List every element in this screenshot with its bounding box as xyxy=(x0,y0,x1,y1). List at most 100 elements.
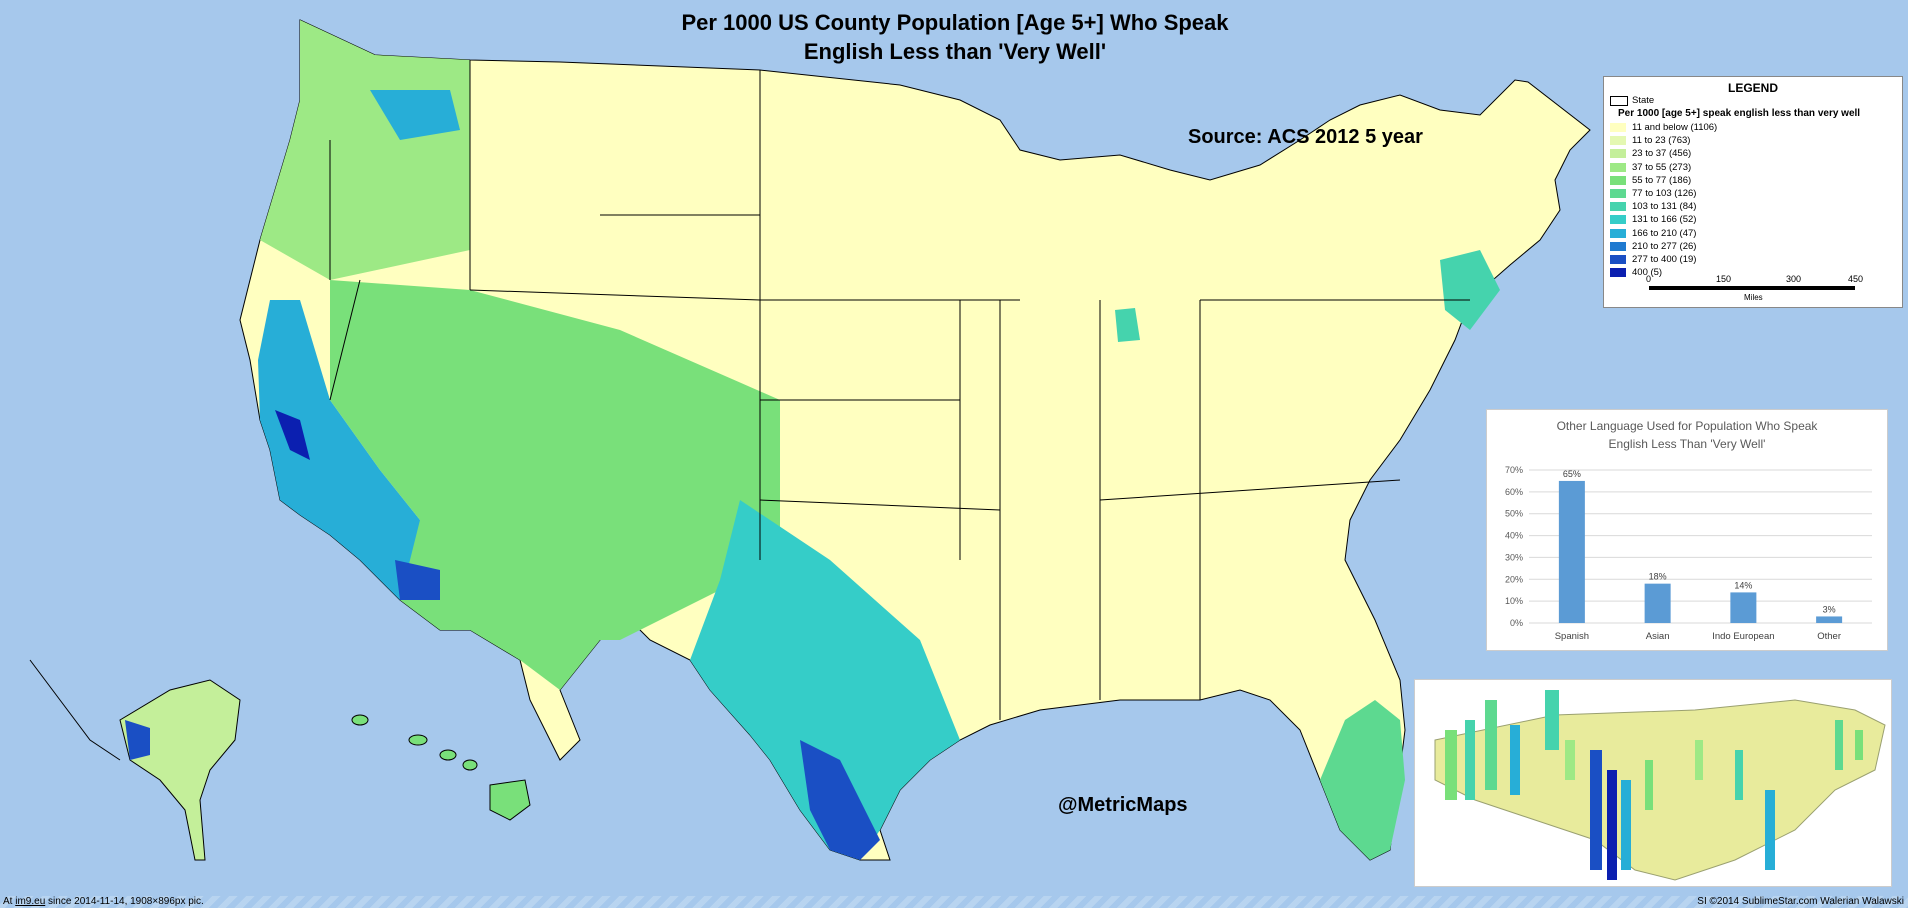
legend-item: 166 to 210 (47) xyxy=(1610,227,1717,240)
legend-swatch xyxy=(1610,136,1626,146)
legend-item: 277 to 400 (19) xyxy=(1610,253,1717,266)
legend-item-label: 23 to 37 (456) xyxy=(1632,148,1692,160)
hawaii-islands xyxy=(351,714,531,821)
footer-copyright: SI ©2014 SublimeStar.com Walerian Walaws… xyxy=(1697,896,1904,907)
y-tick-label: 60% xyxy=(1505,487,1523,497)
source-label: Source: ACS 2012 5 year xyxy=(1188,126,1423,148)
y-tick-label: 0% xyxy=(1510,618,1523,628)
region-northeast-corridor xyxy=(1440,250,1500,330)
map-legend: LEGEND State Per 1000 [age 5+] speak eng… xyxy=(1603,76,1903,308)
bar xyxy=(1558,480,1585,623)
language-bar-chart: Other Language Used for Population Who S… xyxy=(1486,409,1888,651)
legend-item: 11 to 23 (763) xyxy=(1610,134,1717,147)
y-tick-label: 10% xyxy=(1505,596,1523,606)
legend-subtitle: Per 1000 [age 5+] speak english less tha… xyxy=(1618,108,1861,119)
footer-credit: At im9.eu since 2014-11-14, 1908×896px p… xyxy=(3,896,204,907)
legend-state-entry: State xyxy=(1610,95,1654,106)
footer-link[interactable]: im9.eu xyxy=(15,896,46,907)
bar xyxy=(1644,583,1671,623)
bar-chart-svg: Other Language Used for Population Who S… xyxy=(1505,419,1872,642)
legend-item: 400 (5) xyxy=(1610,266,1717,279)
author-handle: @MetricMaps xyxy=(1058,794,1188,816)
legend-swatch xyxy=(1610,123,1626,133)
legend-scale-bar: 0 150 300 450 Miles xyxy=(1646,274,1863,302)
aleutian-islands xyxy=(29,659,121,761)
bar-value-label: 18% xyxy=(1649,572,1667,582)
legend-swatch xyxy=(1610,254,1626,264)
bar-value-label: 14% xyxy=(1734,580,1752,590)
legend-swatch xyxy=(1610,268,1626,278)
bar xyxy=(1816,616,1843,623)
scale-tick-label: 300 xyxy=(1786,274,1801,284)
y-tick-label: 70% xyxy=(1505,465,1523,475)
legend-item: 210 to 277 (26) xyxy=(1610,240,1717,253)
region-chicago xyxy=(1115,308,1140,342)
region-texas-south xyxy=(690,500,960,860)
alaska-southwest xyxy=(125,720,150,760)
x-category-label: Spanish xyxy=(1555,631,1589,642)
legend-state-label: State xyxy=(1632,95,1655,106)
legend-item-label: 55 to 77 (186) xyxy=(1632,174,1692,186)
region-imperial-dark xyxy=(395,560,440,600)
scale-tick-label: 450 xyxy=(1848,274,1863,284)
chart-title-line2: English Less Than 'Very Well' xyxy=(1609,437,1766,451)
scale-tick-label: 150 xyxy=(1716,274,1731,284)
chart-title-line1: Other Language Used for Population Who S… xyxy=(1557,419,1819,433)
y-tick-label: 30% xyxy=(1505,552,1523,562)
region-california-coast xyxy=(258,300,440,600)
legend-swatch xyxy=(1610,228,1626,238)
legend-swatch xyxy=(1610,215,1626,225)
legend-item-label: 166 to 210 (47) xyxy=(1632,227,1697,239)
legend-item-label: 103 to 131 (84) xyxy=(1632,201,1697,213)
region-northwest xyxy=(260,20,470,280)
legend-swatch xyxy=(1610,189,1626,199)
legend-swatch xyxy=(1610,241,1626,251)
region-la-dark xyxy=(275,410,310,460)
scale-unit-label: Miles xyxy=(1744,293,1763,302)
bar-value-label: 3% xyxy=(1823,604,1836,614)
legend-swatch xyxy=(1610,202,1626,212)
3d-map-columns xyxy=(1445,690,1863,880)
legend-item: 77 to 103 (126) xyxy=(1610,187,1717,200)
x-category-label: Asian xyxy=(1646,631,1670,642)
legend-item-label: 131 to 166 (52) xyxy=(1632,214,1697,226)
y-tick-label: 50% xyxy=(1505,509,1523,519)
legend-item-label: 277 to 400 (19) xyxy=(1632,253,1697,265)
legend-item-label: 77 to 103 (126) xyxy=(1632,188,1697,200)
legend-item-label: 400 (5) xyxy=(1632,267,1663,279)
bar xyxy=(1730,592,1757,623)
legend-item: 23 to 37 (456) xyxy=(1610,147,1717,160)
map-title-line1: Per 1000 US County Population [Age 5+] W… xyxy=(681,10,1229,35)
legend-title: LEGEND xyxy=(1727,81,1778,95)
alaska-land xyxy=(119,679,241,861)
3d-county-map-inset xyxy=(1414,679,1892,887)
map-title-line2: English Less than 'Very Well' xyxy=(803,39,1107,64)
legend-item: 103 to 131 (84) xyxy=(1610,200,1717,213)
y-tick-label: 20% xyxy=(1505,574,1523,584)
scale-bar-segment xyxy=(1719,286,1789,290)
region-southwest xyxy=(330,280,780,690)
map-title: Per 1000 US County Population [Age 5+] W… xyxy=(600,8,1310,66)
legend-item-label: 210 to 277 (26) xyxy=(1632,240,1697,252)
legend-item: 37 to 55 (273) xyxy=(1610,161,1717,174)
region-florida xyxy=(1320,700,1405,860)
legend-item: 131 to 166 (52) xyxy=(1610,213,1717,226)
state-swatch xyxy=(1610,95,1628,106)
legend-item: 55 to 77 (186) xyxy=(1610,174,1717,187)
3d-map-svg xyxy=(1434,690,1886,881)
footer-strip xyxy=(0,896,1908,908)
footer-suffix: since 2014-11-14, 1908×896px pic. xyxy=(48,896,204,907)
legend-items: 11 and below (1106) 11 to 23 (763) 23 to 3… xyxy=(1610,121,1717,279)
legend-swatch xyxy=(1610,149,1626,159)
scale-bar-segment xyxy=(1789,286,1855,290)
scale-bar-segment xyxy=(1649,286,1719,290)
3d-map-base xyxy=(1434,699,1886,881)
legend-swatch xyxy=(1610,162,1626,172)
legend-item-label: 11 and below (1106) xyxy=(1632,122,1718,134)
x-category-label: Indo European xyxy=(1712,631,1774,642)
bar-value-label: 65% xyxy=(1563,469,1581,479)
scale-tick-label: 0 xyxy=(1646,274,1651,284)
y-tick-label: 40% xyxy=(1505,531,1523,541)
footer-prefix: At xyxy=(3,896,13,907)
